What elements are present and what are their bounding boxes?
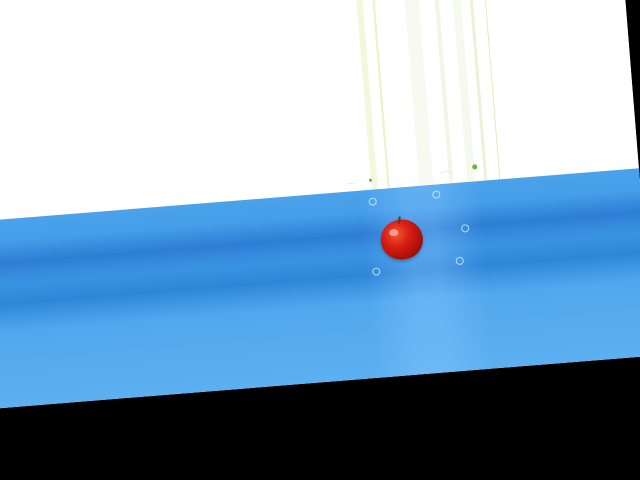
render-streak — [350, 0, 378, 190]
window-small-label-right: ·········· — [440, 169, 451, 175]
apple-highlight — [388, 228, 399, 237]
apple-stem — [397, 216, 401, 224]
render-streak — [428, 0, 454, 184]
status-badge-right — [472, 164, 478, 170]
window-small-label-left: ········ — [347, 181, 356, 186]
render-streak — [398, 0, 434, 186]
desktop-light-column — [359, 181, 495, 379]
tilted-screen: ········ ·········· — [0, 0, 640, 409]
